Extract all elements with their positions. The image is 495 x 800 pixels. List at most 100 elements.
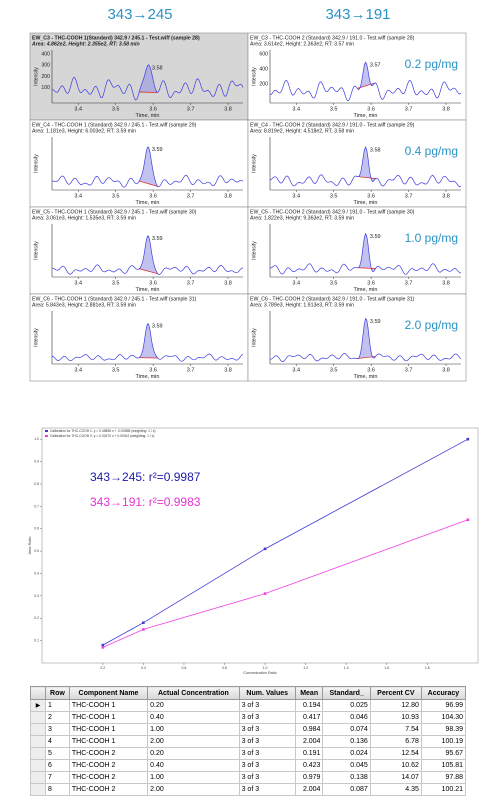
panel xyxy=(247,32,467,121)
panel-title: EW_C5 - THC-COOH 2 (Standard) 342.9 / 19… xyxy=(250,209,415,215)
table-cell: THC-COOH 1 xyxy=(68,723,149,736)
y-tick-label: 200 xyxy=(41,74,50,80)
table-cell: 96.99 xyxy=(420,699,467,712)
x-tick-label: 3.4 xyxy=(74,367,82,373)
y-axis-label: Intensity xyxy=(251,328,257,347)
table-cell: 10.62 xyxy=(369,759,422,772)
peak-label: 3.59 xyxy=(370,319,381,325)
peak-area xyxy=(357,233,376,272)
table-cell: THC-COOH 1 xyxy=(68,711,149,724)
peak-label: 3.58 xyxy=(370,148,381,154)
table-cell: THC-COOH 2 xyxy=(68,747,149,760)
table-cell: 0.087 xyxy=(322,783,371,796)
x-tick-label: 3.4 xyxy=(74,280,82,286)
y-tick-label: 400 xyxy=(259,66,268,72)
data-point xyxy=(263,547,267,551)
table-cell: 0.423 xyxy=(294,759,324,772)
y-tick-label: 0.9 xyxy=(34,459,39,463)
fit-line xyxy=(102,519,468,648)
fit-line xyxy=(102,438,469,646)
table-cell: 0.024 xyxy=(322,747,371,760)
x-axis-label: Time, min xyxy=(136,287,160,293)
x-tick-label: 3.4 xyxy=(292,106,300,112)
table-cell: THC-COOH 2 xyxy=(68,759,149,772)
table-cell: 6 xyxy=(45,759,70,772)
table-cell: THC-COOH 1 xyxy=(68,735,149,748)
panel-title: EW_C4 - THC-COOH 1 (Standard) 342.9 / 24… xyxy=(32,122,197,128)
table-cell: 3 xyxy=(45,723,70,736)
column-header: Num. Values xyxy=(238,686,296,700)
x-tick-label: 3.8 xyxy=(224,106,232,112)
x-tick-label: 3.6 xyxy=(149,367,157,373)
table-cell: 1.00 xyxy=(147,771,240,784)
peak-label: 3.59 xyxy=(152,236,163,242)
header-row: Row Component Name Actual Concentration Num… xyxy=(30,686,467,700)
table-cell: 1.00 xyxy=(147,723,240,736)
x-tick-label: 1.6 xyxy=(384,666,389,670)
row-selector xyxy=(30,771,46,784)
x-tick-label: 3.8 xyxy=(442,106,450,112)
table-cell: 2 xyxy=(45,711,70,724)
concentration-label: 2.0 pg/mg xyxy=(405,318,458,332)
x-tick-label: 3.8 xyxy=(224,367,232,373)
data-point xyxy=(263,592,267,595)
x-tick-label: 3.4 xyxy=(74,106,82,112)
x-tick-label: 3.7 xyxy=(405,193,413,199)
panel xyxy=(29,119,249,208)
x-tick-label: 3.5 xyxy=(112,106,120,112)
y-axis-label: Intensity xyxy=(33,328,39,347)
legend-swatch xyxy=(45,430,48,432)
y-tick-label: 0.2 xyxy=(34,616,39,620)
x-tick-label: 3.7 xyxy=(187,280,195,286)
trace xyxy=(269,318,462,362)
table-row: 5 THC-COOH 2 0.20 3 of 3 0.191 0.024 12.54 95.6… xyxy=(30,747,467,760)
y-axis-label: Intensity xyxy=(33,67,39,86)
peak-area xyxy=(357,147,376,182)
y-tick-label: 0.1 xyxy=(34,639,39,643)
table-cell: 3 of 3 xyxy=(238,771,296,784)
table-cell: 7.54 xyxy=(369,723,422,736)
x-axis-label: Time, min xyxy=(136,374,160,380)
x-tick-label: 3.4 xyxy=(292,280,300,286)
table-cell: 0.136 xyxy=(322,735,371,748)
x-tick-label: 0.4 xyxy=(141,666,146,670)
table-cell: 6.78 xyxy=(369,735,422,748)
row-selector xyxy=(30,723,46,736)
x-tick-label: 3.8 xyxy=(442,193,450,199)
x-tick-label: 1.8 xyxy=(425,666,430,670)
legend-label: Calibration for THC-COOH 2: y = 0.32470 … xyxy=(50,434,154,438)
table-cell: 7 xyxy=(45,771,70,784)
table-cell: 2.004 xyxy=(294,735,324,748)
table-cell: 0.20 xyxy=(147,747,240,760)
peak-area xyxy=(139,146,158,187)
y-tick-label: 0.4 xyxy=(34,571,39,575)
y-tick-label: 300 xyxy=(41,63,50,69)
x-tick-label: 3.6 xyxy=(367,367,375,373)
trace xyxy=(51,323,244,362)
x-tick-label: 3.6 xyxy=(149,280,157,286)
trace xyxy=(51,146,244,188)
row-selector xyxy=(30,759,46,772)
panel-title: EW_C6 - THC-COOH 1 (Standard) 342.9 / 24… xyxy=(32,296,197,302)
y-axis-label: Area Ratio xyxy=(28,537,32,555)
x-tick-label: 3.4 xyxy=(292,367,300,373)
panel-info: Area: 1.181e3, Height: 6.003e2, RT: 3.59… xyxy=(32,128,136,134)
y-tick-label: 0.7 xyxy=(34,504,39,508)
x-tick-label: 3.8 xyxy=(442,367,450,373)
peak-label: 3.59 xyxy=(152,147,163,153)
peak-area xyxy=(139,64,158,93)
x-tick-label: 3.7 xyxy=(405,280,413,286)
row-selector: ▶ xyxy=(30,699,46,712)
table-row: 2 THC-COOH 1 0.40 3 of 3 0.417 0.046 10.93 104.… xyxy=(30,711,467,724)
trace xyxy=(51,64,244,101)
panel-title: EW_C3 - THC-COOH 2 (Standard) 342.9 / 19… xyxy=(250,35,415,41)
data-point xyxy=(142,628,145,631)
peak-area xyxy=(357,62,376,90)
table-cell: 2.00 xyxy=(147,735,240,748)
row-selector xyxy=(30,711,46,724)
x-tick-label: 3.6 xyxy=(367,193,375,199)
x-tick-label: 3.6 xyxy=(367,280,375,286)
table-row: 6 THC-COOH 2 0.40 3 of 3 0.423 0.045 10.62 105.… xyxy=(30,759,467,772)
column-header: Mean xyxy=(294,686,324,700)
table-cell: 3 of 3 xyxy=(238,711,296,724)
